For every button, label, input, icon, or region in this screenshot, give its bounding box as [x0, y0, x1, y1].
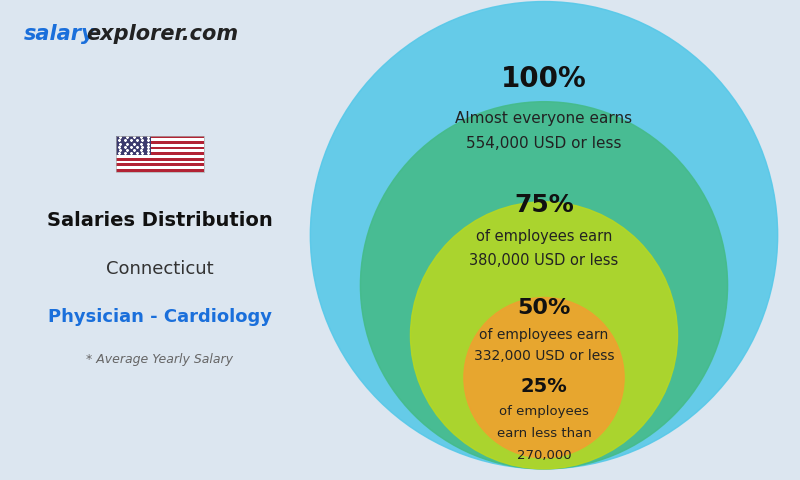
Text: earn less than: earn less than	[497, 427, 591, 440]
Text: explorer.com: explorer.com	[86, 24, 238, 44]
Bar	[116, 135, 204, 138]
Text: 554,000 USD or less: 554,000 USD or less	[466, 136, 622, 152]
Circle shape	[361, 102, 727, 469]
Text: Almost everyone earns: Almost everyone earns	[455, 111, 633, 126]
Bar	[116, 152, 204, 155]
Text: salary: salary	[24, 24, 96, 44]
Bar	[116, 158, 204, 160]
Text: 75%: 75%	[514, 193, 574, 217]
Text: of employees earn: of employees earn	[479, 328, 609, 342]
Circle shape	[464, 298, 624, 458]
Bar	[116, 147, 204, 149]
Circle shape	[410, 202, 678, 469]
Text: 332,000 USD or less: 332,000 USD or less	[474, 349, 614, 363]
Text: 270,000: 270,000	[517, 449, 571, 462]
Text: 100%: 100%	[501, 65, 587, 94]
Bar	[116, 141, 204, 144]
Text: of employees earn: of employees earn	[476, 229, 612, 244]
FancyBboxPatch shape	[116, 135, 204, 171]
Text: of employees: of employees	[499, 405, 589, 418]
Text: 50%: 50%	[518, 298, 570, 318]
Bar	[116, 136, 151, 155]
Circle shape	[310, 1, 778, 469]
Text: Physician - Cardiology: Physician - Cardiology	[48, 308, 272, 326]
Bar	[116, 169, 204, 171]
Text: Salaries Distribution: Salaries Distribution	[47, 211, 273, 230]
Text: 25%: 25%	[521, 377, 567, 396]
Text: Connecticut: Connecticut	[106, 260, 214, 278]
Text: 380,000 USD or less: 380,000 USD or less	[470, 253, 618, 268]
Text: * Average Yearly Salary: * Average Yearly Salary	[86, 353, 234, 367]
Bar	[116, 163, 204, 166]
